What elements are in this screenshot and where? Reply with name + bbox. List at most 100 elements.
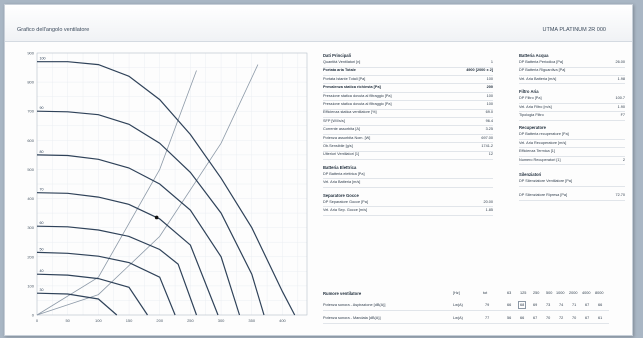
fan-speed-curve xyxy=(36,154,241,316)
row-label: Pressione statica dovuta al filtraggio [… xyxy=(323,102,392,106)
row-label: DP Filtro [Pa] xyxy=(519,96,542,101)
row-value: 2 xyxy=(622,157,625,162)
row-label: Vel. Aria Recuperatore [m/s] xyxy=(519,140,567,145)
x-tick-label: 300 xyxy=(218,318,225,323)
row-label: Corrente assorbita [A] xyxy=(323,127,360,132)
data-row: Vel. Aria Batteria [m/s] 1.98 xyxy=(519,77,625,85)
noise-band-value: 71 xyxy=(572,303,577,307)
x-tick-label: 250 xyxy=(187,318,194,323)
noise-band-value: 66 xyxy=(507,303,512,307)
section-title: Recuperatore xyxy=(519,125,546,131)
row-value: 72.70 xyxy=(615,193,625,197)
row-label: Portata Istante Totali [Pa] xyxy=(323,76,366,81)
noise-band-value: 72 xyxy=(559,316,564,320)
x-tick-label: 150 xyxy=(126,318,133,323)
curve-speed-label: 60 xyxy=(39,221,43,225)
noise-band-value: 67 xyxy=(533,316,538,320)
highlight-box xyxy=(518,301,526,309)
row-value: 1.98 xyxy=(617,76,625,81)
row-label: Ob.Sensibile [g/s] xyxy=(323,144,353,148)
row-value: 100.7 xyxy=(615,96,625,101)
y-tick-label: 500 xyxy=(27,167,34,172)
noise-band-value: 69 xyxy=(533,303,538,307)
band-header: 8000 xyxy=(595,291,604,295)
x-tick-label: 350 xyxy=(248,318,255,323)
data-row: DP Batteria recuperatore [Pa] xyxy=(519,132,625,140)
y-tick-label: 800 xyxy=(27,80,34,85)
noise-table: Rumore ventilatore [Hz] tot 63 125 250 500 1000… xyxy=(315,285,633,329)
noise-band-value: 70 xyxy=(546,316,551,320)
fan-speed-curve xyxy=(36,273,148,316)
row-label: Numero Recuperatori [1] xyxy=(519,157,561,162)
row-value: F7 xyxy=(620,113,625,117)
row-label: Quantità Ventilatori [n] xyxy=(323,60,361,64)
fan-speed-curve xyxy=(36,192,219,316)
curve-speed-label: 50 xyxy=(39,247,43,251)
row-value: 200 xyxy=(486,85,493,90)
noise-band-value: 56 xyxy=(507,316,512,320)
y-tick-label: 300 xyxy=(27,225,34,230)
data-row: Pressione statica dovuta al filtraggio [… xyxy=(323,102,493,110)
data-row: Ulteriori Ventilatori [1] 12 xyxy=(323,152,493,160)
row-value: 3.25 xyxy=(485,127,493,132)
band-header: 250 xyxy=(533,291,540,295)
noise-band-value: 73 xyxy=(546,303,551,307)
curve-speed-label: 70 xyxy=(39,188,43,192)
noise-row-label: Potenza sonora - Aspirazione [dB(A)] xyxy=(323,303,386,307)
data-row: Efficienza Termica [1] xyxy=(519,149,625,157)
data-row: DP Silenziatore Ventilatore [Pa] xyxy=(519,179,625,187)
row-label: Efficienza statica ventilatore [%] xyxy=(323,110,377,115)
data-row: Vel. Aria Batteria [m/s] xyxy=(323,180,493,188)
tot-header: tot xyxy=(483,291,488,295)
band-header: 125 xyxy=(520,291,527,295)
section-title: Silenziatori xyxy=(519,172,542,177)
row-value: 20.00 xyxy=(483,199,493,204)
data-row: Efficienza statica ventilatore [%] 69.0 xyxy=(323,110,493,118)
row-value: 1741.2 xyxy=(481,144,493,148)
data-row: DP Filtro [Pa] 100.7 xyxy=(519,96,625,104)
row-value: 1.90 xyxy=(617,104,625,109)
data-row: Quantità Ventilatori [n] 1 xyxy=(323,60,493,68)
data-row: DP Separatore Gocce [Pa] 20.00 xyxy=(323,200,493,208)
data-row: Vel. Aria Filtro [m/s] 1.90 xyxy=(519,105,625,113)
row-value: 96.4 xyxy=(485,118,493,123)
data-row: Numero Recuperatori [1] 2 xyxy=(519,158,625,166)
x-tick-label: 200 xyxy=(156,318,163,323)
row-label: Vel. Aria Filtro [m/s] xyxy=(519,104,552,109)
section-title: Rumore ventilatore xyxy=(323,291,362,296)
operating-point xyxy=(154,215,159,220)
row-label: Ulteriori Ventilatori [1] xyxy=(323,152,360,157)
data-row: Pressione statica dovuta al filtraggio [… xyxy=(323,94,493,102)
data-row: Ob.Sensibile [g/s] 1741.2 xyxy=(323,144,493,152)
noise-unit: Lw(A) xyxy=(453,303,463,307)
hz-header: [Hz] xyxy=(453,291,460,295)
main-data-panel: Dati Principali Quantità Ventilatori [n] 1… xyxy=(323,53,493,283)
noise-band-value: 70 xyxy=(572,316,577,320)
data-row: Portata Istante Totali [Pa] 100 xyxy=(323,77,493,85)
curve-speed-label: 30 xyxy=(39,288,43,292)
fan-curve-chart: 0 50 100 150 200 250 300 350 400 0 100 200 300 400 500… xyxy=(13,49,313,335)
section-title: Batteria Elettrica xyxy=(323,164,357,170)
data-row: Vel. Aria Recuperatore [m/s] xyxy=(519,141,625,149)
noise-band-value: 67 xyxy=(585,303,590,307)
x-tick-label: 50 xyxy=(65,318,70,323)
data-row: Prevalenza statica richiesta [Pa] 200 xyxy=(323,85,493,93)
curve-speed-label: 100 xyxy=(39,57,45,61)
row-label: DP Batteria Periodica [Pa] xyxy=(519,60,564,64)
noise-band-value: 74 xyxy=(559,303,564,307)
row-value: 4900 [2000 x 2] xyxy=(466,68,493,73)
components-panel: Batteria Acqua DP Batteria Periodica [Pa]… xyxy=(519,53,625,283)
y-tick-label: 0 xyxy=(32,313,35,318)
fan-curve-svg: 0 50 100 150 200 250 300 350 400 0 100 200 300 400 500… xyxy=(27,51,308,323)
noise-band-value: 68 xyxy=(520,303,525,307)
row-label: Tipologia Filtro xyxy=(519,113,544,117)
row-label: DP Silenziatore Ripresa [Pa] xyxy=(519,193,568,197)
noise-band-value: 67 xyxy=(585,316,590,320)
data-row: DP Batteria Riguardiva [Pa] xyxy=(519,68,625,76)
row-label: Efficienza Termica [1] xyxy=(519,149,555,154)
curve-speed-label: 40 xyxy=(39,269,43,273)
data-row: Portata aria Totale 4900 [2000 x 2] xyxy=(323,68,493,76)
y-tick-label: 400 xyxy=(27,196,34,201)
band-header: 63 xyxy=(507,291,512,295)
y-tick-label: 200 xyxy=(27,254,34,259)
